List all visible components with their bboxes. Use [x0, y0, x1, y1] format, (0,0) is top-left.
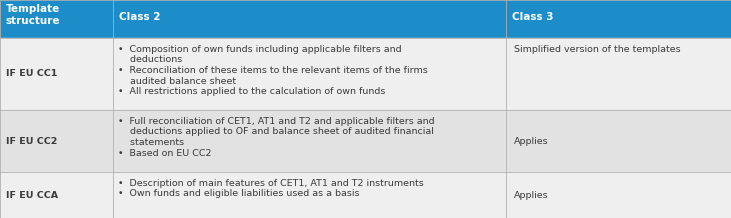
Bar [0, 0, 113, 38]
Text: Template
structure: Template structure [6, 4, 61, 26]
Bar [506, 110, 731, 172]
Text: •  Description of main features of CET1, AT1 and T2 instruments: • Description of main features of CET1, … [118, 179, 424, 188]
Text: Class 2: Class 2 [119, 12, 161, 22]
Text: •  Full reconciliation of CET1, AT1 and T2 and applicable filters and: • Full reconciliation of CET1, AT1 and T… [118, 117, 435, 126]
Text: IF EU CC1: IF EU CC1 [6, 70, 57, 78]
Text: statements: statements [118, 138, 184, 147]
Text: Simplified version of the templates: Simplified version of the templates [514, 45, 681, 54]
Bar [506, 0, 731, 38]
Text: IF EU CCA: IF EU CCA [6, 191, 58, 199]
Bar [113, 110, 506, 172]
Text: •  Own funds and eligible liabilities used as a basis: • Own funds and eligible liabilities use… [118, 189, 360, 199]
Bar [113, 172, 506, 218]
Text: •  Based on EU CC2: • Based on EU CC2 [118, 148, 211, 157]
Text: deductions applied to OF and balance sheet of audited financial: deductions applied to OF and balance she… [118, 128, 434, 136]
Text: Applies: Applies [514, 136, 549, 145]
Text: IF EU CC2: IF EU CC2 [6, 136, 57, 145]
Text: •  Reconciliation of these items to the relevant items of the firms: • Reconciliation of these items to the r… [118, 66, 428, 75]
Bar [113, 38, 506, 110]
Text: audited balance sheet: audited balance sheet [118, 77, 236, 85]
Text: •  All restrictions applied to the calculation of own funds: • All restrictions applied to the calcul… [118, 87, 385, 96]
Text: Class 3: Class 3 [512, 12, 553, 22]
Text: •  Composition of own funds including applicable filters and: • Composition of own funds including app… [118, 45, 401, 54]
Text: Applies: Applies [514, 191, 549, 199]
Bar [0, 110, 113, 172]
Bar [0, 172, 113, 218]
Bar [506, 38, 731, 110]
Bar [0, 38, 113, 110]
Bar [506, 172, 731, 218]
Text: deductions: deductions [118, 56, 182, 65]
Bar [113, 0, 506, 38]
